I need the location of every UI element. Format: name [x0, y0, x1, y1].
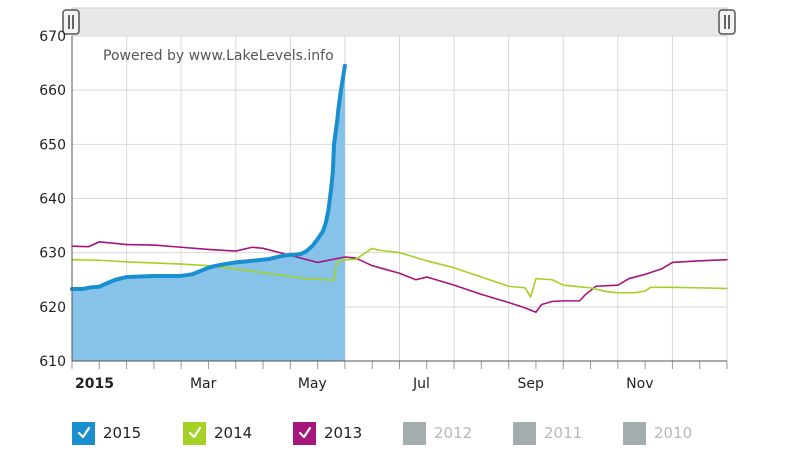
- y-tick-label: 650: [39, 137, 66, 153]
- series-2015-area: [72, 65, 345, 362]
- checkmark-icon[interactable]: [72, 421, 95, 445]
- y-tick-label: 640: [39, 192, 66, 208]
- legend-item-2015[interactable]: 2015: [72, 420, 141, 446]
- legend-swatch[interactable]: [623, 421, 646, 445]
- legend-item-2011[interactable]: 2011: [513, 420, 582, 446]
- x-tick-label: Sep: [517, 376, 544, 392]
- legend-label: 2010: [654, 424, 693, 442]
- legend-label: 2011: [544, 424, 583, 442]
- y-tick-label: 630: [39, 246, 66, 262]
- legend-label: 2012: [434, 424, 473, 442]
- x-tick-label: Jul: [412, 376, 430, 392]
- legend-swatch[interactable]: [513, 421, 536, 445]
- legend-item-2014[interactable]: 2014: [183, 420, 252, 446]
- series-2015-line: [70, 63, 347, 291]
- x-tick-label: 2015: [75, 376, 114, 392]
- x-tick-label: Nov: [626, 376, 653, 392]
- series-2013-line: [71, 241, 728, 314]
- axes: 610 620 630 640 650 660 670 2015 Mar May Jul Sep Nov: [39, 29, 728, 392]
- lake-level-chart: 610 620 630 640 650 660 670 2015 Mar May Jul Sep Nov…: [39, 7, 736, 392]
- y-tick-label: 620: [39, 300, 66, 316]
- legend-item-2012[interactable]: 2012: [403, 420, 472, 446]
- legend-label: 2015: [103, 424, 142, 442]
- legend-item-2010[interactable]: 2010: [623, 420, 692, 446]
- navigator-track[interactable]: [71, 7, 728, 37]
- series-layer: [70, 63, 728, 362]
- checkmark-icon[interactable]: [293, 421, 316, 445]
- x-tick-label: Mar: [190, 376, 217, 392]
- navigator-right-handle[interactable]: [718, 9, 736, 35]
- x-tick-label: May: [298, 376, 327, 392]
- legend-swatch[interactable]: [403, 421, 426, 445]
- checkmark-icon[interactable]: [183, 421, 206, 445]
- y-tick-label: 670: [39, 29, 66, 45]
- legend-item-2013[interactable]: 2013: [293, 420, 362, 446]
- navigator-left-handle[interactable]: [62, 9, 80, 35]
- y-tick-label: 610: [39, 354, 66, 370]
- legend-label: 2013: [324, 424, 363, 442]
- range-navigator[interactable]: [62, 7, 736, 37]
- y-tick-label: 660: [39, 83, 66, 99]
- series-2014-line: [71, 247, 728, 298]
- legend: 2015 2014 2013 2012 2011 2010: [0, 420, 800, 448]
- legend-label: 2014: [214, 424, 253, 442]
- watermark: Powered by www.LakeLevels.info: [103, 48, 334, 64]
